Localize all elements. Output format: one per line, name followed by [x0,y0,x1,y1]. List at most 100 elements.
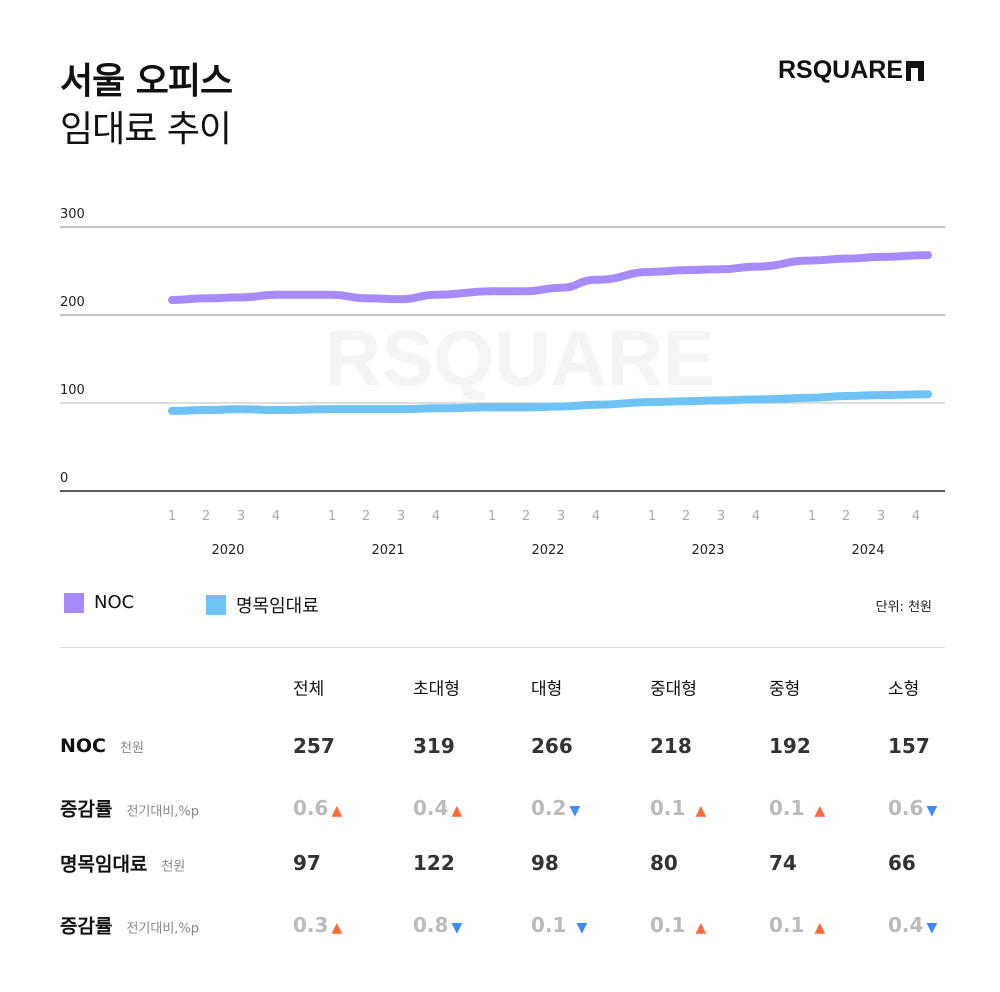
x-tick-year: 2024 [851,543,884,558]
brand-logo: RSQUARE [778,56,925,85]
legend-label: NOC [94,592,135,613]
triangle-up-icon: ▲ [331,803,343,819]
series-line-nominal-rent [168,390,932,415]
row-unit: 전기대비,%p [126,804,200,820]
unit-label: 단위: 천원 [875,600,932,615]
x-tick-quarter: 2 [362,509,370,524]
x-tick-quarter: 2 [522,509,530,524]
x-tick-quarter: 4 [432,509,440,524]
x-tick-quarter: 4 [912,509,920,524]
cell-value: 257 [293,734,335,758]
y-tick-label: 300 [60,207,85,222]
cell-value: 66 [888,851,916,875]
series-line-noc [168,251,932,305]
cell-value: 0.1 [769,796,805,820]
triangle-up-icon: ▲ [814,920,826,936]
row-label: NOC 천원 [60,735,144,757]
cell-value: 80 [650,851,678,875]
cell-value: 0.3 [293,913,329,937]
change-cell: 0.3 ▲ [293,913,342,937]
x-tick-quarter: 1 [168,509,176,524]
cell-value: 122 [413,851,455,875]
divider [60,647,945,648]
title-line2: 임대료 추이 [60,109,232,150]
value-cell: 80 [650,851,678,875]
x-tick-year: 2020 [211,543,244,558]
cell-value: 319 [413,734,455,758]
change-cell: 0.4 ▼ [888,913,937,937]
column-header: 전체 [293,679,325,700]
cell-value: 0.2 [531,796,567,820]
value-cell: 257 [293,734,335,758]
legend-swatch-noc [64,592,84,613]
cell-value: 0.1 [531,913,567,937]
legend-noc: NOC [64,592,134,613]
x-tick-quarter: 2 [202,509,210,524]
x-tick-quarter: 3 [717,509,725,524]
cell-value: 266 [531,734,573,758]
logo-text: RSQUARE [778,56,904,84]
x-tick-quarter: 3 [557,509,565,524]
cell-value: 0.4 [888,913,924,937]
x-tick-quarter: 3 [877,509,885,524]
cell-value: 0.1 [650,796,686,820]
page-title: 서울 오피스 임대료 추이 [60,58,233,154]
value-cell: 319 [413,734,455,758]
value-cell: 98 [531,851,559,875]
triangle-up-icon: ▲ [695,803,707,819]
triangle-up-icon: ▲ [814,803,826,819]
legend-label: 명목임대료 [236,596,319,617]
title-line1: 서울 오피스 [60,61,233,102]
x-tick-quarter: 1 [328,509,336,524]
row-label: 명목임대료 천원 [60,850,185,877]
cell-value: 0.1 [650,913,686,937]
cell-value: 157 [888,734,930,758]
row-label: 증감률 전기대비,%p [60,912,199,939]
value-cell: 66 [888,851,916,875]
x-tick-quarter: 2 [682,509,690,524]
change-cell: 0.4 ▲ [413,796,462,820]
y-tick-label: 100 [60,383,85,398]
x-tick-year: 2023 [691,543,724,558]
triangle-down-icon: ▼ [576,920,588,936]
change-cell: 0.1 ▼ [531,913,587,937]
cell-value: 0.8 [413,913,449,937]
x-tick-quarter: 1 [808,509,816,524]
x-tick-quarter: 4 [752,509,760,524]
x-tick-quarter: 1 [488,509,496,524]
change-cell: 0.8 ▼ [413,913,462,937]
cell-value: 98 [531,851,559,875]
triangle-up-icon: ▲ [331,920,343,936]
cell-value: 0.1 [769,913,805,937]
change-cell: 0.2 ▼ [531,796,580,820]
column-header: 소형 [888,679,920,700]
x-tick-year: 2021 [371,543,404,558]
value-cell: 266 [531,734,573,758]
triangle-down-icon: ▼ [926,803,938,819]
value-cell: 122 [413,851,455,875]
row-label-text: 증감률 [60,915,113,938]
triangle-down-icon: ▼ [569,803,581,819]
change-cell: 0.1 ▲ [769,796,825,820]
line-chart: RSQUARE 0 100 200 300 1 2 3 4 2020 1 2 3 4 2021 1 2 3 4 202… [60,207,945,558]
x-tick-quarter: 1 [648,509,656,524]
change-cell: 0.1 ▲ [650,796,706,820]
column-header: 초대형 [413,679,460,700]
value-cell: 74 [769,851,797,875]
watermark: RSQUARE [325,314,715,402]
cell-value: 218 [650,734,692,758]
cell-value: 74 [769,851,797,875]
x-tick-quarter: 3 [237,509,245,524]
value-cell: 97 [293,851,321,875]
row-unit: 천원 [161,859,186,875]
row-unit: 천원 [120,741,144,756]
cell-value: 0.6 [888,796,924,820]
value-cell: 192 [769,734,811,758]
column-header: 중형 [769,679,801,700]
x-tick-quarter: 2 [842,509,850,524]
triangle-up-icon: ▲ [695,920,707,936]
y-tick-label: 200 [60,295,85,310]
row-label: 증감률 전기대비,%p [60,795,199,822]
change-cell: 0.1 ▲ [769,913,825,937]
change-cell: 0.1 ▲ [650,913,706,937]
